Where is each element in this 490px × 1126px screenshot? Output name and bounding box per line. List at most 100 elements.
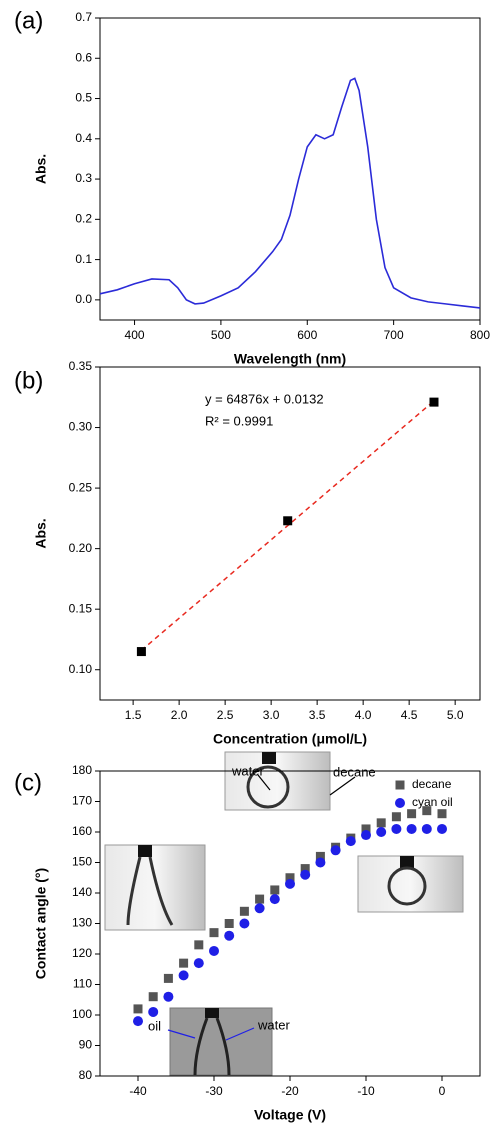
data-point	[193, 958, 204, 969]
annotation: water	[257, 1017, 290, 1032]
annotation: decane	[333, 764, 376, 779]
y-tick-label: 100	[72, 1007, 92, 1021]
panel-label: (b)	[14, 367, 43, 394]
data-point	[136, 647, 146, 657]
y-tick-label: 120	[72, 946, 92, 960]
inset-photos	[104, 751, 464, 1076]
annotation: R² = 0.9991	[205, 413, 273, 428]
y-tick-label: 0.5	[75, 91, 92, 105]
data-point	[163, 973, 173, 983]
annotation: oil	[148, 1018, 161, 1033]
data-point	[300, 869, 311, 880]
annotation: water	[231, 763, 264, 778]
y-tick-label: 140	[72, 885, 92, 899]
y-axis-title: Abs.	[33, 154, 49, 184]
data-point	[163, 991, 174, 1002]
y-tick-label: 130	[72, 916, 92, 930]
data-point	[421, 823, 432, 834]
y-tick-label: 0.2	[75, 212, 92, 226]
data-point	[255, 894, 265, 904]
plot-frame	[99, 366, 481, 701]
arrow	[167, 1029, 196, 1039]
data-point	[148, 992, 158, 1002]
x-tick-label: 400	[125, 328, 145, 342]
y-tick-label: 0.1	[75, 252, 92, 266]
needle	[400, 856, 414, 868]
x-axis-title: Concentration (μmol/L)	[213, 731, 367, 747]
x-tick-label: 5.0	[447, 708, 464, 722]
inset-photo	[169, 1007, 273, 1076]
inset-photo	[104, 844, 206, 931]
data-point	[283, 516, 293, 526]
data-point	[224, 930, 235, 941]
data-point	[437, 823, 447, 834]
arrow	[329, 776, 356, 796]
data-point	[224, 919, 234, 928]
droplet	[387, 866, 427, 906]
data-point	[345, 836, 356, 847]
x-tick-label: 1.5	[125, 708, 142, 722]
panel-label: (c)	[14, 769, 42, 796]
y-tick-label: 0.0	[75, 292, 92, 306]
data-point	[422, 806, 432, 816]
data-point	[407, 809, 417, 819]
x-tick-label: 3.5	[309, 708, 326, 722]
x-tick-label: 2.0	[171, 708, 188, 722]
data-point	[376, 818, 386, 828]
y-tick-label: 0.6	[75, 50, 92, 64]
legend-marker	[395, 798, 405, 808]
data-point	[315, 857, 326, 868]
data-point	[254, 903, 265, 914]
data-point	[179, 958, 189, 968]
y-tick-label: 0.35	[69, 359, 93, 373]
droplet	[246, 765, 290, 809]
y-tick-label: 0.3	[75, 171, 92, 185]
y-axis-title: Contact angle (°)	[33, 868, 49, 979]
y-tick-label: 160	[72, 824, 92, 838]
needle	[262, 752, 276, 764]
y-tick-label: 150	[72, 855, 92, 869]
x-tick-label: 700	[384, 328, 404, 342]
y-tick-label: 80	[79, 1068, 93, 1082]
legend-marker	[395, 780, 405, 790]
panel-label: (a)	[14, 7, 43, 34]
plot-frame	[99, 17, 481, 321]
x-tick-label: 600	[297, 328, 317, 342]
y-tick-label: 0.15	[69, 601, 93, 615]
data-point	[133, 1016, 143, 1027]
arrow	[257, 774, 271, 791]
y-tick-label: 0.7	[75, 10, 92, 24]
data-point	[178, 970, 189, 981]
data-point	[194, 940, 204, 950]
data-point	[437, 809, 447, 819]
data-point	[315, 851, 325, 861]
y-tick-label: 170	[72, 794, 92, 808]
legend-label: cyan oil	[412, 795, 453, 809]
y-tick-label: 0.10	[69, 662, 93, 676]
data-point	[429, 397, 439, 407]
y-tick-label: 0.20	[69, 541, 93, 555]
droplet	[193, 1017, 231, 1076]
x-tick-label: 800	[470, 328, 490, 342]
data-point	[330, 845, 341, 856]
data-point	[391, 823, 402, 834]
data-point	[300, 864, 310, 874]
data-point	[406, 823, 417, 834]
data-point	[133, 1004, 143, 1014]
data-point	[376, 827, 387, 837]
y-tick-label: 0.25	[69, 480, 93, 494]
x-tick-label: -40	[129, 1084, 147, 1098]
x-axis-title: Wavelength (nm)	[234, 351, 346, 367]
data-point	[361, 830, 371, 841]
x-tick-label: -20	[281, 1084, 299, 1098]
y-tick-label: 90	[79, 1038, 93, 1052]
droplet	[126, 856, 174, 926]
x-axis-title: Voltage (V)	[254, 1107, 326, 1123]
x-tick-label: -30	[205, 1084, 223, 1098]
x-tick-label: 0	[439, 1084, 446, 1098]
x-tick-label: 3.0	[263, 708, 280, 722]
x-tick-label: 4.0	[355, 708, 372, 722]
spectrum-line	[99, 77, 481, 309]
data-point	[239, 918, 250, 929]
